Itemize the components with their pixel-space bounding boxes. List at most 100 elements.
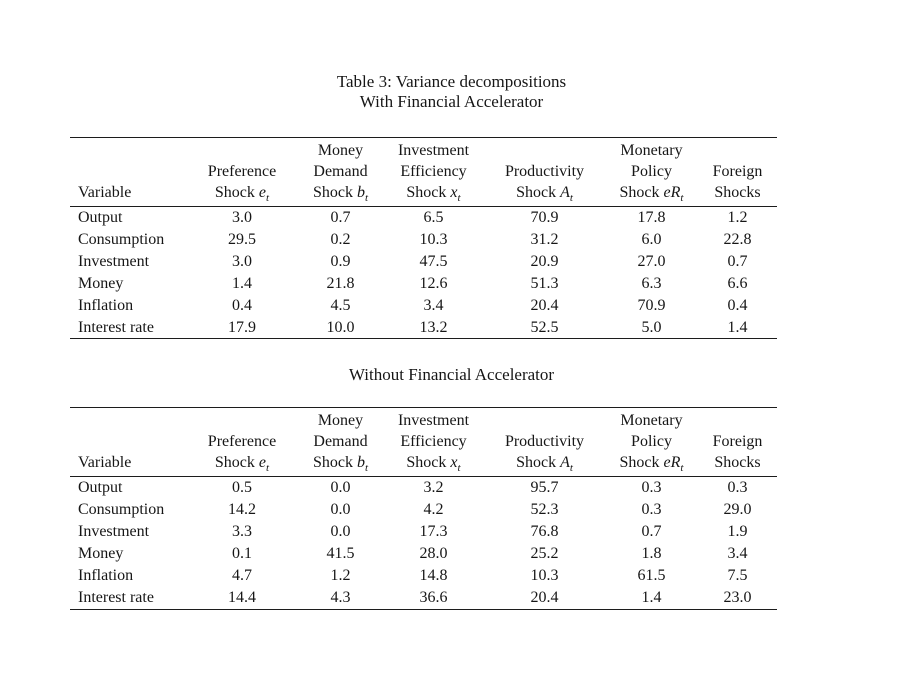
variable-cell: Consumption [78,230,165,248]
value-cell: 36.6 [419,588,448,606]
value-cell: 17.9 [228,318,256,336]
value-cell: 10.0 [326,318,355,336]
value-cell: 52.3 [530,501,559,519]
variable-cell: Consumption [78,501,165,519]
value-cell: 0.7 [727,252,748,270]
column-header-line: Productivity [504,433,585,451]
value-cell: 25.2 [530,545,559,563]
column-header: Monetary Policy Shock eRt [605,407,698,478]
value-cell: 1.4 [727,318,748,336]
column-header-line: Money [317,412,364,430]
column-header-line: Monetary [620,412,683,430]
shock-symbol: A [560,184,570,201]
value-cell: 20.4 [530,588,559,606]
value-cell: 12.6 [419,274,448,292]
value-cell: 0.7 [330,209,351,226]
value-cell: 1.9 [727,523,748,541]
value-cell: 3.3 [232,523,252,541]
value-cell: 31.2 [530,230,559,248]
value-cell: 10.3 [530,567,559,585]
column-header-line: Investment [397,142,470,159]
table-row: Consumption 29.5 0.2 10.3 31.2 6.0 22.8 [70,229,777,251]
value-cell: 0.3 [641,479,662,497]
variable-cell: Money [78,545,124,563]
shock-subscript: t [457,462,461,475]
column-header-line: Money [317,142,364,159]
variable-cell: Output [78,479,123,497]
value-cell: 51.3 [530,274,559,292]
column-header-label: Shock xt [406,454,461,475]
value-cell: 0.0 [330,501,351,519]
value-cell: 27.0 [637,252,666,270]
variable-cell: Interest rate [78,588,154,606]
variable-cell: Investment [78,252,150,270]
column-header-line: Foreign [712,163,763,180]
column-header-line: Productivity [504,163,585,180]
table-row: Investment 3.3 0.0 17.3 76.8 0.7 1.9 [70,521,777,543]
value-cell: 20.4 [530,296,559,314]
column-header-label: Variable [78,454,132,472]
value-cell: 22.8 [723,230,752,248]
column-header-line: Efficiency [400,163,467,180]
column-header-label: Shock eRt [619,454,684,475]
value-cell: 21.8 [326,274,355,292]
value-cell: 1.8 [641,545,662,563]
column-header-label: Shock eRt [619,184,684,205]
value-cell: 0.2 [330,230,351,248]
value-cell: 0.5 [232,479,252,497]
column-header-line: Policy [631,433,672,451]
column-header: Productivity Shock At [484,137,605,207]
column-header-label: Shock At [516,184,573,205]
table-row: Interest rate 17.9 10.0 13.2 52.5 5.0 1.4 [70,317,777,339]
column-header-line: Demand [313,163,368,180]
value-cell: 1.2 [330,567,351,585]
column-header-label: Shocks [714,184,761,201]
column-header-label: Shocks [714,454,761,472]
variable-cell: Interest rate [78,318,154,336]
shock-subscript: t [457,192,461,205]
shock-symbol: e [258,454,267,472]
shock-symbol: A [560,454,570,472]
column-header-line: Policy [631,163,672,180]
value-cell: 6.6 [727,274,748,292]
table-without-financial-accelerator-wrap: Variable Preference Shock et Money Demand Sho… [70,407,777,610]
column-header-line: Investment [397,412,470,430]
value-cell: 3.0 [232,209,252,226]
header-row: Variable Preference Shock et Money Demand Sho… [70,407,777,478]
column-header-label: Shock et [214,454,270,475]
value-cell: 61.5 [637,567,666,585]
table-row: Money 0.1 41.5 28.0 25.2 1.8 3.4 [70,543,777,565]
column-header-line: Efficiency [400,433,467,451]
table-row: Inflation 4.7 1.2 14.8 10.3 61.5 7.5 [70,565,777,587]
value-cell: 0.4 [727,296,748,314]
shock-symbol: e [258,184,267,201]
column-header: Monetary Policy Shock eRt [605,137,698,207]
shock-subscript: t [266,192,270,205]
shock-symbol: eR [663,454,681,472]
value-cell: 17.3 [419,523,448,541]
column-header-line: Preference [207,433,277,451]
section-title-without-financial-accelerator: Without Financial Accelerator [348,365,555,385]
value-cell: 6.3 [641,274,662,292]
table-row: Interest rate 14.4 4.3 36.6 20.4 1.4 23.0 [70,587,777,609]
table-row: Consumption 14.2 0.0 4.2 52.3 0.3 29.0 [70,499,777,521]
table-row: Investment 3.0 0.9 47.5 20.9 27.0 0.7 [70,251,777,273]
value-cell: 1.2 [727,209,748,226]
column-header-label: Shock bt [312,454,369,475]
column-header: Foreign Shocks [698,137,777,207]
table-row: Output 3.0 0.7 6.5 70.9 17.8 1.2 [70,207,777,229]
value-cell: 6.0 [641,230,662,248]
value-cell: 0.0 [330,479,351,497]
value-cell: 76.8 [530,523,559,541]
value-cell: 6.5 [423,209,444,226]
value-cell: 1.4 [641,588,662,606]
shock-subscript: t [569,462,573,475]
value-cell: 3.0 [232,252,252,270]
value-cell: 0.7 [641,523,662,541]
value-cell: 70.9 [637,296,666,314]
table-caption-line2: With Financial Accelerator [359,92,544,111]
value-cell: 4.5 [330,296,351,314]
value-cell: 70.9 [530,209,559,226]
column-header: Money Demand Shock bt [298,137,383,207]
